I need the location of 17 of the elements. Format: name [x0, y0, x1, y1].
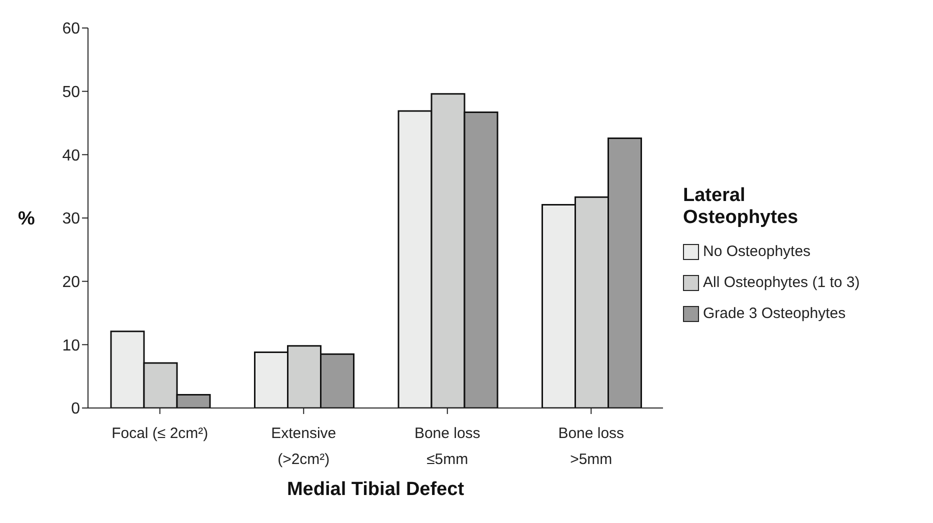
legend-label: All Osteophytes (1 to 3) — [703, 274, 860, 291]
x-tick-label: Bone loss >5mm — [558, 425, 624, 468]
legend-label: No Osteophytes — [703, 243, 811, 260]
y-tick-label: 10 — [62, 337, 80, 354]
legend-label: Grade 3 Osteophytes — [703, 305, 846, 322]
x-tick-label: Bone loss ≤5mm — [414, 425, 480, 468]
y-tick-label: 20 — [62, 274, 80, 292]
y-tick-label: 40 — [62, 147, 80, 164]
y-tick-label: 30 — [62, 210, 80, 228]
y-tick-label: 60 — [62, 20, 80, 38]
x-tick-label: Extensive (>2cm²) — [271, 425, 336, 468]
y-axis-title: % — [18, 208, 35, 230]
y-tick-label: 50 — [62, 84, 80, 102]
legend-title: Lateral Osteophytes — [683, 185, 800, 229]
x-tick-label: Focal (≤ 2cm²) — [112, 425, 208, 442]
y-tick-label: 0 — [71, 400, 80, 418]
x-axis-title: Medial Tibial Defect — [286, 479, 465, 500]
